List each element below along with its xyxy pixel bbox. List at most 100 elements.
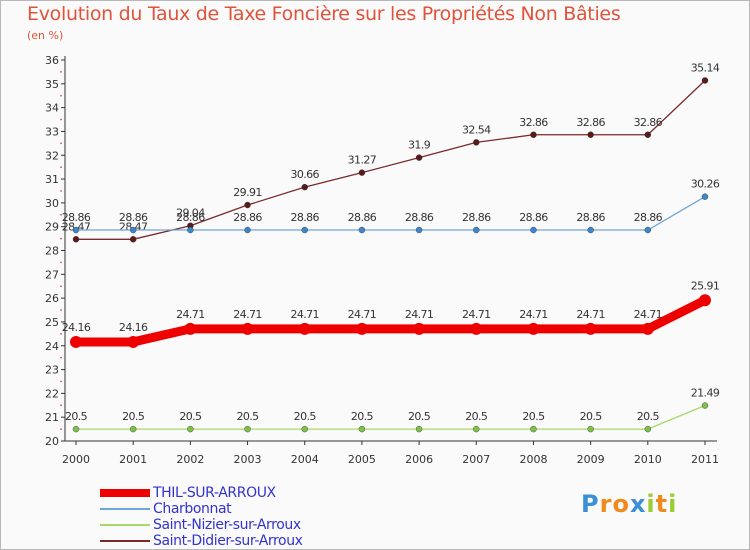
data-label: 20.5	[294, 410, 317, 423]
data-label: 24.16	[119, 321, 148, 334]
y-minor-tick	[60, 213, 62, 216]
data-point	[298, 322, 311, 335]
data-point	[129, 425, 137, 433]
data-label: 28.86	[290, 211, 319, 224]
legend-swatch-charbonnat	[100, 508, 150, 510]
y-minor-tick	[60, 309, 62, 311]
x-tick-label: 2006	[405, 453, 433, 466]
data-label: 28.86	[176, 211, 205, 224]
data-point	[644, 226, 652, 234]
data-point	[355, 322, 368, 335]
data-label: 20.5	[522, 410, 545, 423]
data-point	[415, 425, 423, 433]
data-label: 24.71	[290, 308, 319, 321]
x-tick-label: 2002	[176, 453, 204, 466]
data-label: 28.86	[233, 211, 262, 224]
data-point	[184, 322, 197, 335]
data-point	[473, 226, 480, 234]
y-tick-label: 20	[45, 435, 59, 448]
legend-label-saint-nizier: Saint-Nizier-sur-Arroux	[153, 517, 301, 533]
data-point	[72, 226, 80, 234]
legend-item-saint-nizier[interactable]: Saint-Nizier-sur-Arroux	[100, 517, 303, 533]
series-charbonnat: 28.86 28.86 28.86 28.86 28.86 28.86 28.86 28.86…	[62, 178, 720, 234]
legend-swatch-saint-nizier	[100, 524, 150, 526]
data-point	[72, 425, 80, 433]
legend-label-thil: THIL-SUR-ARROUX	[153, 485, 276, 501]
data-label: 20.5	[65, 410, 88, 423]
data-point	[584, 322, 597, 335]
proxiti-logo: Proxiti	[581, 490, 678, 518]
legend-label-saint-didier: Saint-Didier-sur-Arroux	[153, 533, 303, 549]
data-point	[127, 335, 140, 348]
y-minor-tick	[60, 237, 62, 240]
data-point	[701, 193, 709, 200]
series-thil-sur-arroux: 24.16 24.16 24.71 24.71 24.71 24.71 24.71 24.71…	[62, 279, 720, 348]
axes: 20 21 22 23 24 25 26 27 28 29 30 31 32 33 34 35 36 2000 20…	[45, 54, 719, 466]
legend-item-saint-didier[interactable]: Saint-Didier-sur-Arroux	[100, 533, 303, 549]
data-point	[470, 322, 483, 335]
legend-item-charbonnat[interactable]: Charbonnat	[100, 501, 303, 517]
data-point	[587, 226, 594, 234]
data-point	[301, 226, 308, 234]
data-label: 29.04	[176, 207, 205, 220]
data-point	[241, 322, 254, 335]
y-tick-label: 31	[45, 173, 59, 186]
x-tick-label: 2003	[234, 453, 262, 466]
series-saint-nizier-sur-arroux: 20.5 20.5 20.5 20.5 20.5 20.5 20.5 20.5 20.5 20.5…	[65, 387, 720, 433]
data-label: 24.71	[576, 308, 605, 321]
y-tick-label: 23	[45, 364, 59, 377]
data-label: 20.5	[580, 410, 603, 423]
data-point	[358, 425, 366, 433]
y-tick-label: 27	[45, 268, 59, 281]
data-label: 28.86	[519, 211, 548, 224]
data-label: 28.86	[576, 211, 605, 224]
data-label: 28.86	[405, 211, 434, 224]
data-label: 30.26	[691, 178, 720, 191]
legend-swatch-thil	[100, 489, 150, 497]
data-point	[187, 425, 194, 433]
series-line	[71, 295, 710, 347]
data-label: 25.91	[691, 279, 720, 292]
data-label: 24.71	[462, 308, 491, 321]
series-saint-didier-sur-arroux: 28.47 28.4729.0429.9130.6631.2731.932.543…	[62, 61, 720, 243]
data-label: 32.54	[462, 123, 491, 136]
x-tick-label: 2009	[577, 453, 605, 466]
y-tick-label: 33	[45, 125, 59, 138]
data-label: 24.71	[519, 308, 548, 321]
data-label: 24.71	[405, 308, 434, 321]
y-tick-label: 26	[45, 292, 59, 305]
data-point	[244, 226, 251, 234]
y-minor-tick	[60, 332, 62, 335]
x-tick-label: 2011	[691, 453, 719, 466]
data-label: 24.16	[62, 321, 91, 334]
legend-item-thil[interactable]: THIL-SUR-ARROUX	[100, 485, 303, 501]
data-label: 24.71	[348, 308, 377, 321]
data-label: 31.9	[408, 139, 431, 152]
x-tick-label: 2004	[291, 453, 319, 466]
y-tick-label: 34	[45, 102, 59, 115]
data-label: 28.86	[62, 211, 91, 224]
y-tick-label: 25	[45, 316, 59, 329]
data-point	[301, 425, 308, 433]
data-label: 30.66	[290, 168, 319, 181]
y-minor-tick	[60, 71, 62, 73]
data-point	[701, 402, 709, 409]
data-label: 32.86	[519, 116, 548, 129]
data-point	[415, 226, 423, 234]
data-label: 20.5	[236, 410, 259, 423]
data-label: 21.49	[691, 387, 720, 400]
series-line	[75, 196, 706, 231]
data-point	[644, 131, 652, 138]
legend: THIL-SUR-ARROUX Charbonnat Saint-Nizier-…	[100, 485, 303, 549]
data-point	[413, 322, 426, 335]
chart-title: Evolution du Taux de Taxe Foncière sur l…	[27, 3, 621, 25]
x-tick-label: 2001	[119, 453, 147, 466]
data-point	[415, 154, 423, 161]
data-label: 24.71	[176, 308, 205, 321]
y-tick-label: 35	[45, 78, 59, 91]
data-point	[641, 322, 654, 335]
x-tick-label: 2005	[348, 453, 376, 466]
series-layer: 28.47 28.4729.0429.9130.6631.2731.932.543…	[62, 61, 720, 433]
